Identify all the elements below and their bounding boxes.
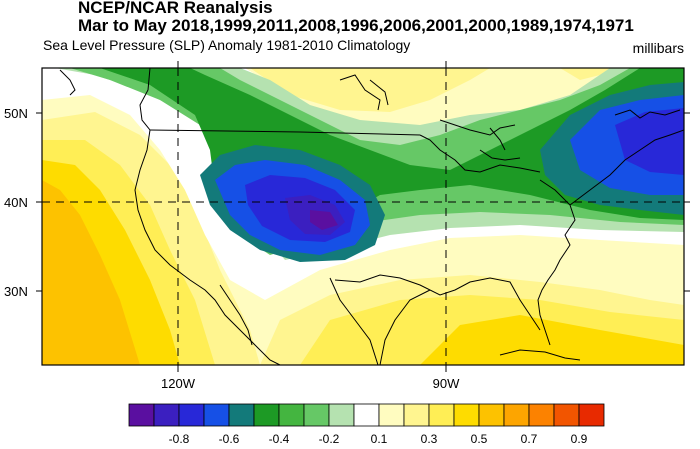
lat-label-30n: 30N <box>4 284 28 299</box>
colorbar-label: 0.1 <box>371 432 388 446</box>
colorbar-swatch <box>428 403 455 427</box>
colorbar-swatch <box>278 403 305 427</box>
colorbar-swatch <box>303 403 330 427</box>
colorbar-swatch <box>453 403 480 427</box>
colorbar-swatch <box>503 403 530 427</box>
chart-title: NCEP/NCAR Reanalysis <box>78 0 273 17</box>
colorbar: -0.8 -0.6 -0.4 -0.2 0.1 0.3 0.5 0.7 0.9 <box>128 403 605 446</box>
axis-ticks <box>36 61 690 372</box>
colorbar-label: 0.3 <box>421 432 438 446</box>
colorbar-swatch <box>203 403 230 427</box>
colorbar-swatch <box>128 403 155 427</box>
colorbar-swatch <box>328 403 355 427</box>
colorbar-swatch <box>178 403 205 427</box>
colorbar-swatch <box>253 403 280 427</box>
lat-label-50n: 50N <box>4 106 28 121</box>
units-label: millibars <box>632 40 684 56</box>
colorbar-swatch <box>153 403 180 427</box>
colorbar-swatch <box>403 403 430 427</box>
colorbar-label: 0.9 <box>571 432 588 446</box>
lat-label-40n: 40N <box>4 195 28 210</box>
lon-label-90w: 90W <box>433 376 460 391</box>
colorbar-label: -0.4 <box>269 432 290 446</box>
colorbar-swatch <box>528 403 555 427</box>
colorbar-swatch <box>228 403 255 427</box>
colorbar-swatch <box>378 403 405 427</box>
colorbar-label: -0.6 <box>219 432 240 446</box>
chart-period: Mar to May 2018,1999,2011,2008,1996,2006… <box>78 16 634 35</box>
map-frame <box>41 67 685 366</box>
coastlines <box>59 68 684 365</box>
anomaly-field <box>42 68 684 365</box>
colorbar-swatch <box>478 403 505 427</box>
colorbar-label: -0.2 <box>319 432 340 446</box>
lon-label-120w: 120W <box>161 376 196 391</box>
colorbar-label: 0.7 <box>521 432 538 446</box>
colorbar-label: 0.5 <box>471 432 488 446</box>
colorbar-swatch <box>553 403 580 427</box>
colorbar-swatch <box>578 403 605 427</box>
colorbar-swatch <box>353 403 380 427</box>
graticule <box>42 68 684 365</box>
chart-subtitle: Sea Level Pressure (SLP) Anomaly 1981-20… <box>43 37 411 53</box>
colorbar-label: -0.8 <box>169 432 190 446</box>
